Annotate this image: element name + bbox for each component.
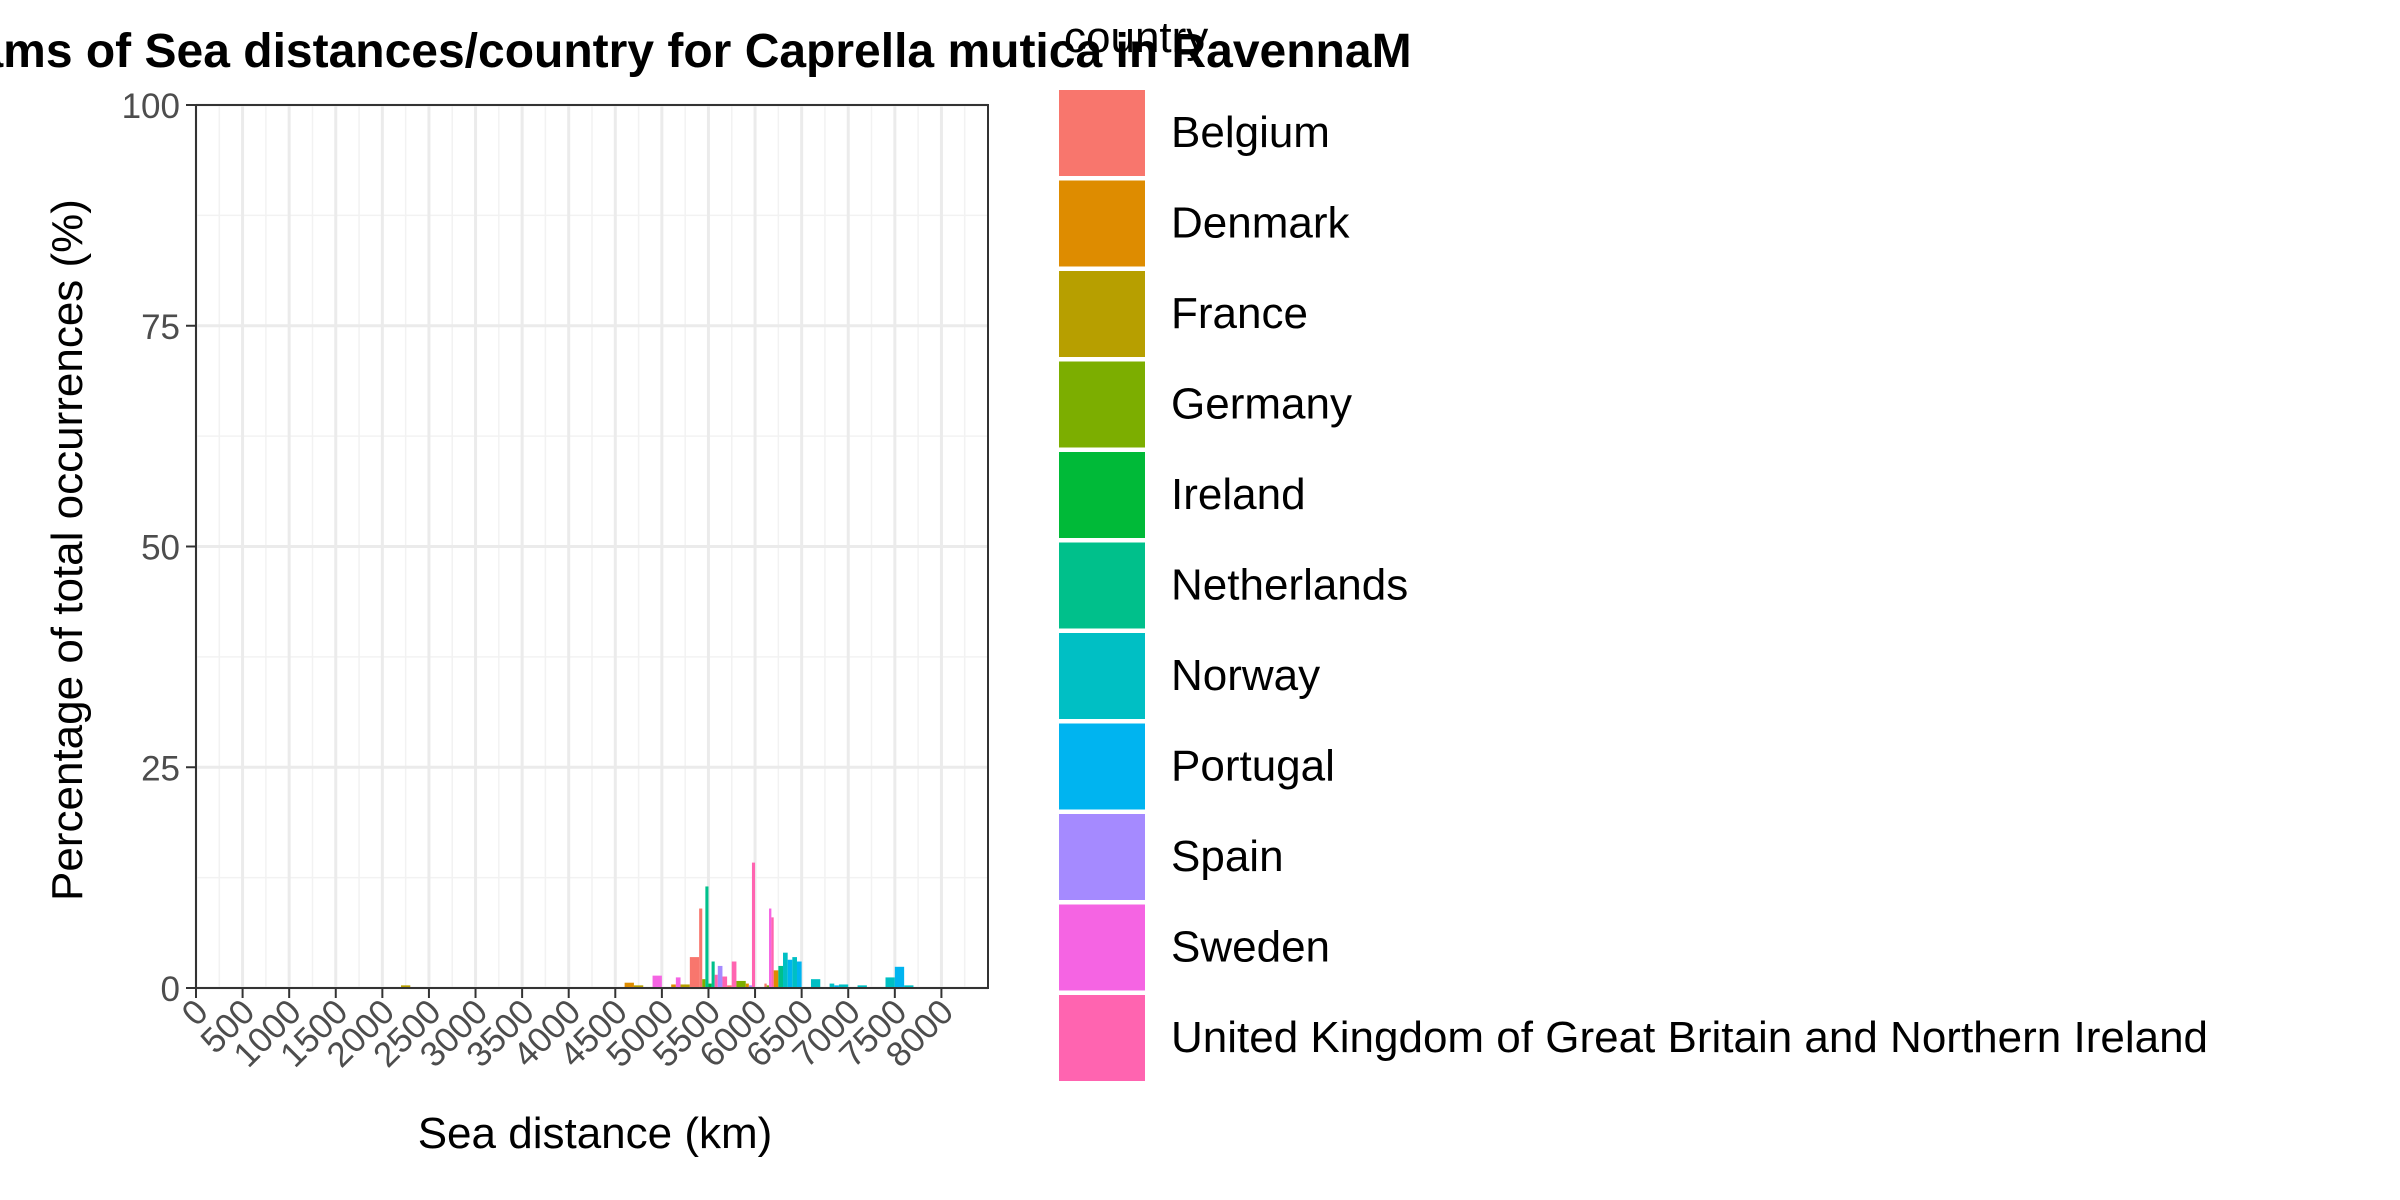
legend-key-germany (1059, 361, 1145, 448)
bar-norway (838, 984, 849, 988)
bar-denmark (773, 970, 779, 988)
legend-label-ireland: Ireland (1171, 470, 1306, 519)
bar-portugal (834, 985, 839, 988)
bar-belgium (764, 983, 767, 988)
y-tick-label: 75 (141, 308, 180, 347)
bar-norway (783, 952, 788, 988)
bar-sweden (652, 975, 662, 988)
bar-germany (736, 980, 746, 988)
x-axis-title: Sea distance (km) (418, 1109, 773, 1158)
bar-norway (885, 977, 895, 988)
bar-portugal (796, 961, 802, 988)
legend-label-belgium: Belgium (1171, 108, 1330, 157)
bar-united-kingdom-of-great-britain-and-northern-ireland (771, 917, 774, 988)
bar-sweden (769, 908, 772, 988)
legend-key-portugal (1059, 723, 1145, 810)
bar-germany (702, 979, 706, 988)
bar-portugal (894, 966, 905, 988)
legend-key-spain (1059, 814, 1145, 900)
bar-norway (904, 985, 914, 988)
bar-norway (829, 983, 835, 988)
bar-united-kingdom-of-great-britain-and-northern-ireland (731, 961, 737, 988)
bar-ireland (708, 983, 712, 988)
bar-portugal (787, 959, 793, 988)
bar-belgium (689, 957, 700, 988)
plot-area (194, 103, 989, 990)
y-axis-title: Percentage of total occurrences (%) (43, 199, 92, 901)
bar-netherlands (705, 886, 709, 988)
legend-key-sweden (1059, 904, 1145, 991)
legend-label-netherlands: Netherlands (1171, 561, 1408, 610)
bar-germany (766, 985, 770, 988)
chart-title: Histograms of Sea distances/country for … (0, 25, 1412, 78)
bar-france (633, 985, 644, 988)
legend-label-germany: Germany (1171, 380, 1352, 429)
legend-key-denmark (1059, 180, 1145, 267)
bar-belgium (727, 985, 732, 988)
bar-sweden (675, 977, 681, 988)
legend-label-denmark: Denmark (1171, 199, 1350, 248)
y-tick-label: 25 (141, 749, 180, 788)
legend-key-belgium (1059, 90, 1145, 176)
y-axis: 0 25 50 75 100 (122, 87, 196, 1009)
bar-denmark (745, 983, 749, 988)
bar-united-kingdom-of-great-britain-and-northern-ireland (714, 974, 718, 988)
bar-norway (810, 979, 821, 988)
legend-key-ireland (1059, 452, 1145, 538)
bar-denmark (624, 982, 634, 988)
legend-title: country (1064, 13, 1208, 62)
legend-label-portugal: Portugal (1171, 742, 1335, 791)
legend: country Belgium Denmark France Germany Irela… (1059, 13, 2208, 1081)
legend-label-france: France (1171, 289, 1308, 338)
legend-label-spain: Spain (1171, 832, 1284, 881)
bar-belgium (699, 908, 703, 988)
bar-netherlands (711, 961, 715, 988)
bar-france (680, 984, 690, 988)
legend-key-united-kingdom-of-great-britain-and-northern-ireland (1059, 995, 1145, 1081)
bar-spain (717, 965, 723, 988)
legend-key-netherlands (1059, 542, 1145, 629)
y-tick-label: 50 (141, 529, 180, 568)
bar-denmark (671, 984, 676, 988)
legend-key-france (1059, 271, 1145, 357)
x-axis: 0500100015002000250030003500400045005000… (174, 988, 961, 1075)
bar-norway (792, 957, 797, 988)
legend-label-united-kingdom-of-great-britain-and-northern-ireland: United Kingdom of Great Britain and Nort… (1171, 1013, 2208, 1062)
bar-spain (748, 985, 752, 988)
bar-norway (857, 985, 867, 988)
bar-united-kingdom-of-great-britain-and-northern-ireland (751, 862, 756, 988)
legend-label-norway: Norway (1171, 651, 1320, 700)
bar-united-kingdom-of-great-britain-and-northern-ireland (722, 976, 728, 988)
legend-key-norway (1059, 633, 1145, 719)
bar-netherlands (778, 965, 784, 988)
y-tick-label: 0 (161, 970, 180, 1009)
legend-label-sweden: Sweden (1171, 923, 1330, 972)
y-tick-label: 100 (122, 87, 180, 126)
bar-france (400, 985, 411, 988)
